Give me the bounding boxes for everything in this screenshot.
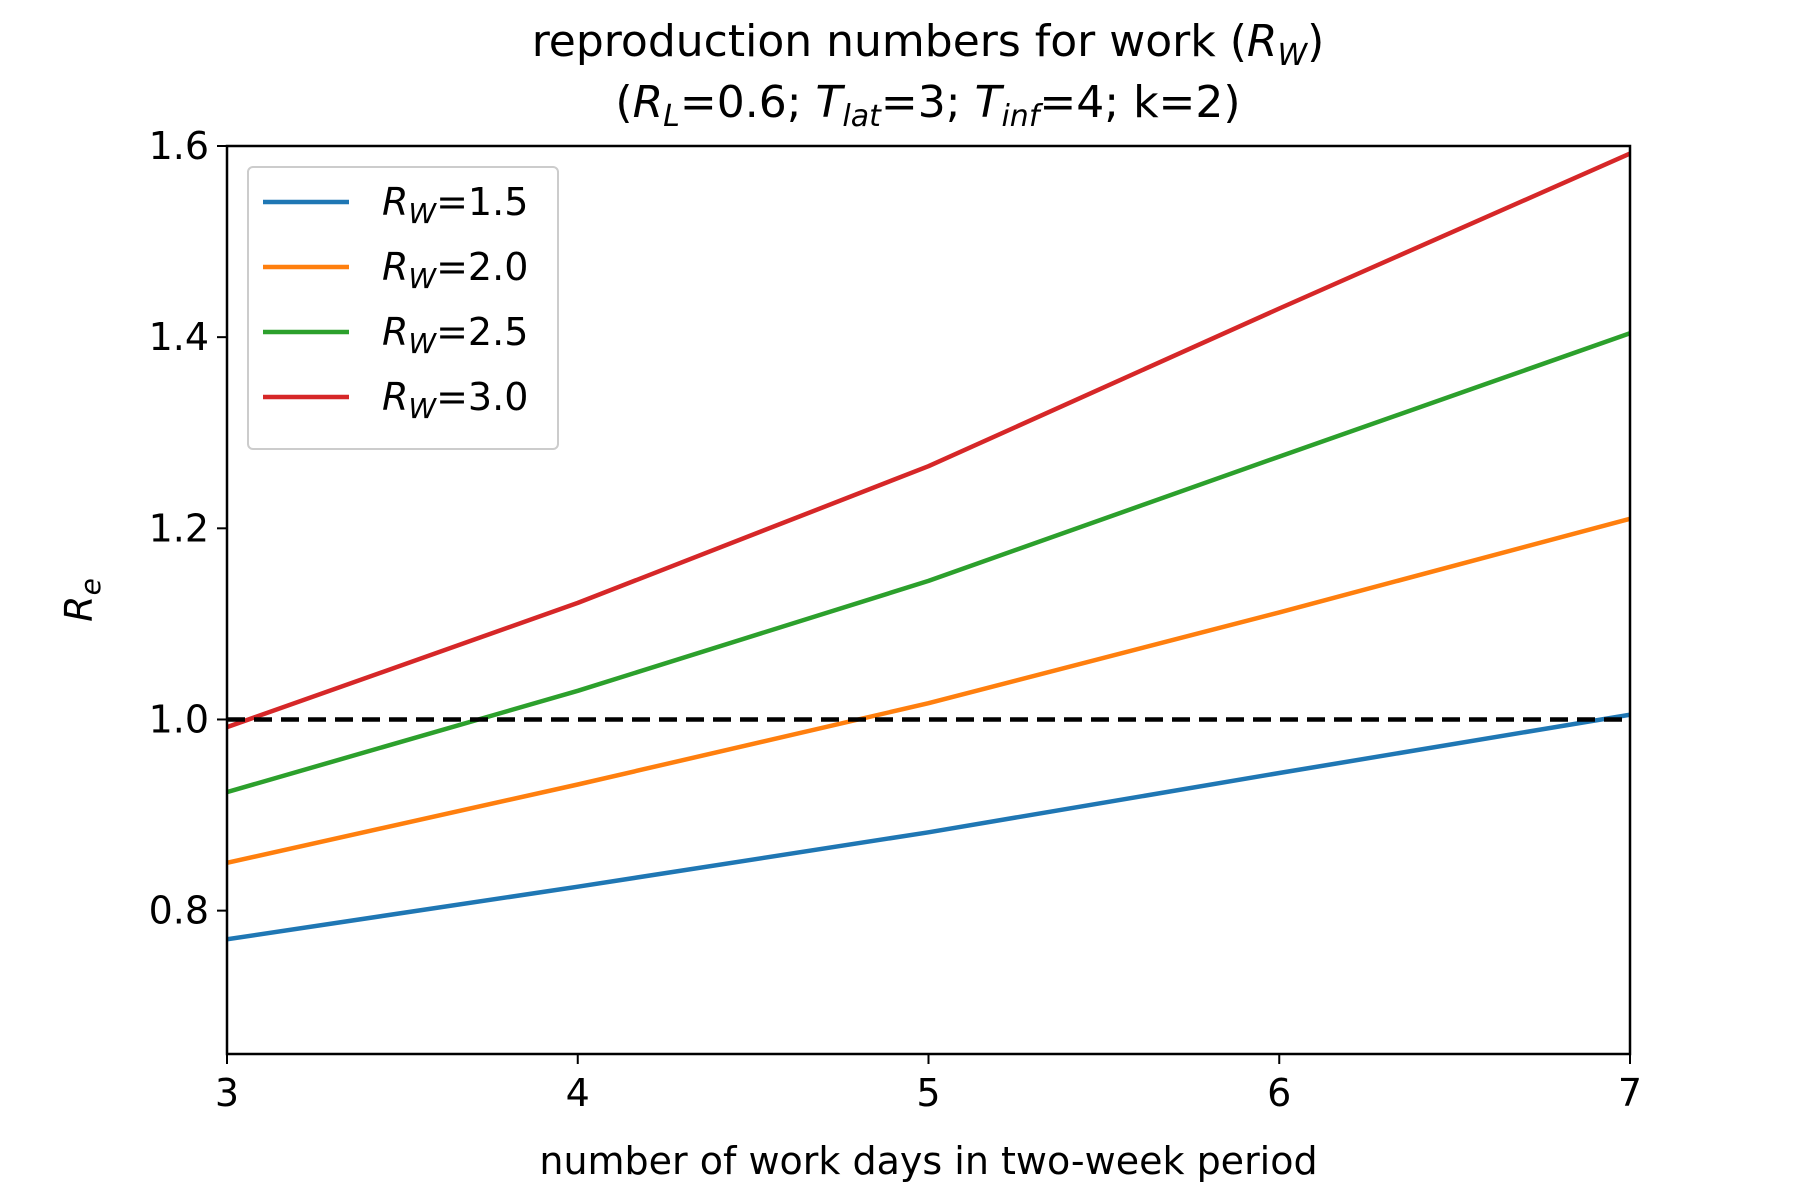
x-tick-label: 6 — [1267, 1071, 1291, 1115]
y-tick-label: 0.8 — [149, 889, 209, 933]
legend-label: RW=3.0 — [382, 375, 528, 425]
legend-item: RW=1.5 — [263, 180, 528, 230]
y-tick-label: 1.6 — [149, 124, 209, 168]
y-tick-label: 1.0 — [149, 697, 209, 741]
legend: RW=1.5 RW=2.0 RW=2.5 RW=3.0 — [247, 166, 559, 450]
series-line-4 — [227, 151, 1630, 730]
y-axis-label: Re — [57, 578, 107, 622]
y-axis-ticks: 0.8 1.0 1.2 1.4 1.6 — [149, 124, 227, 933]
chart-title-line-2: (RL=0.6; Tlat=3; Tinf=4; k=2) — [615, 77, 1240, 134]
x-tick-label: 4 — [566, 1071, 590, 1115]
y-tick-label: 1.4 — [149, 315, 209, 359]
series-lines — [227, 151, 1630, 942]
series-line-2 — [227, 516, 1630, 865]
x-axis-ticks: 3 4 5 6 7 — [215, 1054, 1642, 1115]
legend-label: RW=2.0 — [382, 245, 528, 295]
x-axis-label: number of work days in two-week period — [539, 1139, 1317, 1183]
y-tick-label: 1.2 — [149, 506, 209, 550]
legend-item: RW=3.0 — [263, 375, 528, 425]
x-tick-label: 5 — [916, 1071, 940, 1115]
legend-item: RW=2.5 — [263, 310, 528, 360]
chart-title-line-1: reproduction numbers for work (RW) — [532, 16, 1325, 73]
legend-box — [247, 166, 559, 450]
legend-label: RW=1.5 — [382, 180, 528, 230]
x-tick-label: 7 — [1618, 1071, 1642, 1115]
series-line-1 — [227, 712, 1630, 942]
x-tick-label: 3 — [215, 1071, 239, 1115]
legend-label: RW=2.5 — [382, 310, 528, 360]
series-line-3 — [227, 331, 1630, 795]
legend-item: RW=2.0 — [263, 245, 528, 295]
